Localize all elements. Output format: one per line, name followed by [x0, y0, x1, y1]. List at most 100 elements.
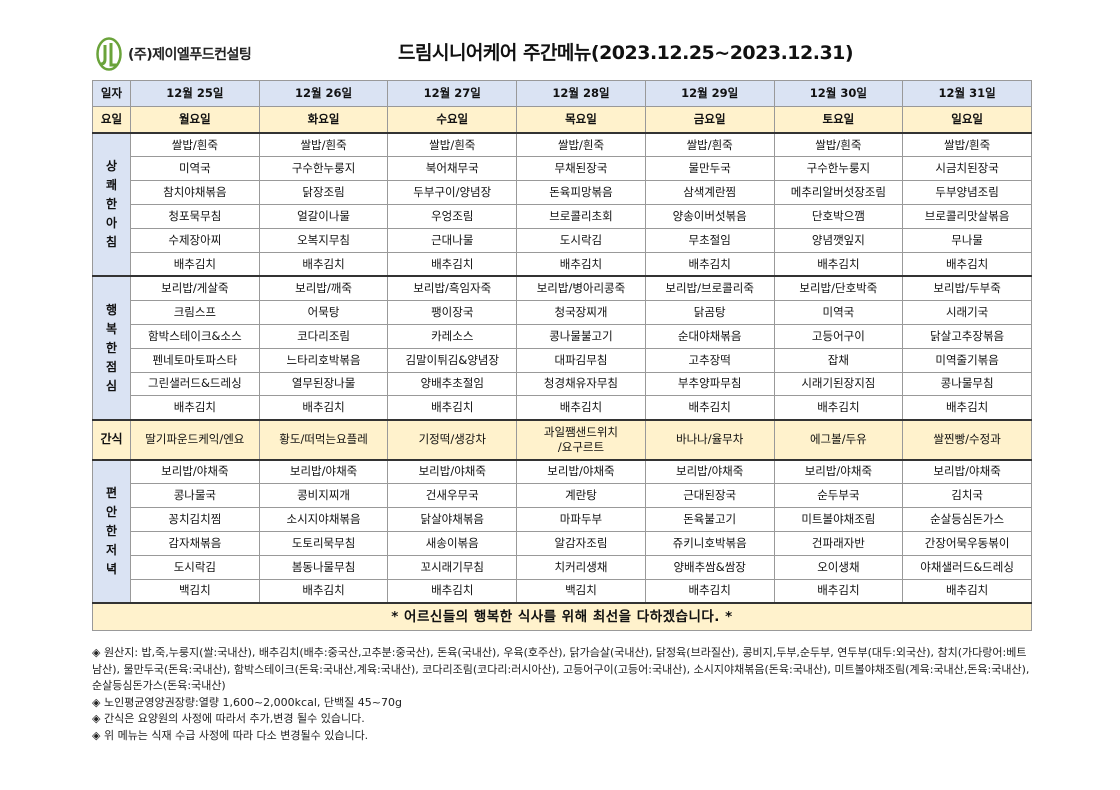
dinner-menu-item: 백김치 — [130, 578, 260, 604]
dinner-menu-item: 배추김치 — [902, 578, 1032, 604]
breakfast-menu-item: 쌀밥/흰죽 — [773, 131, 904, 158]
lunch-menu-item: 닭살고추장볶음 — [902, 323, 1032, 349]
breakfast-label-char: 상 — [105, 159, 118, 174]
lunch-menu-item: 미역줄기볶음 — [902, 347, 1032, 373]
breakfast-menu-item: 돈육피망볶음 — [516, 180, 646, 206]
breakfast-menu-item: 쌀밥/흰죽 — [902, 131, 1032, 158]
breakfast-menu-item: 북어채무국 — [387, 156, 518, 182]
lunch-label-char: 심 — [105, 378, 118, 393]
lunch-menu-item: 배추김치 — [516, 395, 646, 421]
lunch-menu-item: 열무된장나물 — [258, 371, 389, 397]
breakfast-menu-item: 쌀밥/흰죽 — [644, 131, 775, 158]
dinner-menu-item: 새송이볶음 — [387, 530, 518, 556]
day-cell: 금요일 — [644, 106, 775, 134]
breakfast-menu-item: 무나물 — [902, 228, 1032, 253]
breakfast-menu-item: 우엉조림 — [387, 204, 518, 230]
lunch-menu-item: 청경채유자무침 — [516, 371, 646, 397]
dinner-menu-item: 마파두부 — [516, 506, 646, 532]
snack-label: 간식 — [92, 418, 131, 461]
breakfast-menu-item: 구수한누룽지 — [258, 156, 389, 182]
dinner-label-char: 한 — [105, 523, 118, 538]
lunch-menu-item: 고등어구이 — [773, 323, 904, 349]
breakfast-menu-item: 미역국 — [130, 156, 260, 182]
dinner-menu-item: 보리밥/야채죽 — [516, 458, 646, 485]
footer-message: * 어르신들의 행복한 식사를 위해 최선을 다하겠습니다. * — [92, 602, 1032, 632]
lunch-menu-item: 크림스프 — [130, 299, 260, 325]
breakfast-menu-item: 수제장아찌 — [130, 228, 260, 253]
date-header-label: 일자 — [92, 79, 131, 108]
breakfast-label-char: 아 — [105, 216, 118, 231]
dinner-menu-item: 닭살야채볶음 — [387, 506, 518, 532]
lunch-menu-item: 부추양파무침 — [644, 371, 775, 397]
dinner-menu-item: 김치국 — [902, 483, 1032, 508]
breakfast-menu-item: 구수한누룽지 — [773, 156, 904, 182]
breakfast-menu-item: 양념깻잎지 — [773, 228, 904, 253]
breakfast-menu-item: 도시락김 — [516, 228, 646, 253]
dinner-menu-item: 양배추쌈&쌈장 — [644, 554, 775, 580]
lunch-menu-item: 잡채 — [773, 347, 904, 373]
lunch-menu-item: 대파김무침 — [516, 347, 646, 373]
breakfast-menu-item: 배추김치 — [902, 251, 1032, 277]
date-cell: 12월 30일 — [773, 79, 904, 108]
breakfast-menu-item: 참치야채볶음 — [130, 180, 260, 206]
lunch-menu-item: 카레소스 — [387, 323, 518, 349]
breakfast-menu-item: 시금치된장국 — [902, 156, 1032, 182]
note-change: ◈ 위 메뉴는 식재 수급 사정에 따라 다소 변경될수 있습니다. — [92, 728, 369, 742]
snack-menu-item: 쌀찐빵/수정과 — [902, 418, 1032, 461]
lunch-menu-item: 배추김치 — [902, 395, 1032, 421]
dinner-menu-item: 계란탕 — [516, 483, 646, 508]
day-cell: 화요일 — [258, 106, 389, 134]
breakfast-menu-item: 무채된장국 — [516, 156, 646, 182]
dinner-menu-item: 도토리묵무침 — [258, 530, 389, 556]
breakfast-menu-item: 배추김치 — [644, 251, 775, 277]
lunch-label-char: 행 — [105, 302, 118, 317]
dinner-menu-item: 건새우무국 — [387, 483, 518, 508]
dinner-menu-item: 배추김치 — [258, 578, 389, 604]
company-logo: (주)제이엘푸드컨설팅 — [96, 36, 252, 72]
notes: ◈ 원산지: 밥,죽,누룽지(쌀:국내산), 배추김치(배추:중국산,고추분:중… — [92, 645, 1032, 744]
lunch-menu-item: 순대야채볶음 — [644, 323, 775, 349]
dinner-menu-item: 배추김치 — [773, 578, 904, 604]
dinner-menu-item: 보리밥/야채죽 — [902, 458, 1032, 485]
dinner-menu-item: 건파래자반 — [773, 530, 904, 556]
date-cell: 12월 26일 — [258, 79, 389, 108]
lunch-menu-item: 시래기국 — [902, 299, 1032, 325]
day-cell: 수요일 — [387, 106, 518, 134]
dinner-label-char: 안 — [105, 504, 118, 519]
dinner-menu-item: 봄동나물무침 — [258, 554, 389, 580]
breakfast-menu-item: 오복지무침 — [258, 228, 389, 253]
breakfast-label-char: 한 — [105, 197, 118, 212]
breakfast-menu-item: 물만두국 — [644, 156, 775, 182]
lunch-menu-item: 보리밥/흑임자죽 — [387, 275, 518, 301]
dinner-menu-item: 보리밥/야채죽 — [258, 458, 389, 485]
snack-menu-item: 딸기파운드케익/엔요 — [130, 418, 260, 461]
dinner-menu-item: 배추김치 — [644, 578, 775, 604]
lunch-menu-item: 미역국 — [773, 299, 904, 325]
lunch-menu-item: 그린샐러드&드레싱 — [130, 371, 260, 397]
snack-menu-item: 에그볼/두유 — [773, 418, 904, 461]
dinner-menu-item: 야채샐러드&드레싱 — [902, 554, 1032, 580]
day-cell: 일요일 — [902, 106, 1032, 134]
breakfast-menu-item: 두부구이/양념장 — [387, 180, 518, 206]
lunch-menu-item: 보리밥/병아리콩죽 — [516, 275, 646, 301]
lunch-menu-item: 보리밥/두부죽 — [902, 275, 1032, 301]
lunch-menu-item: 배추김치 — [130, 395, 260, 421]
breakfast-menu-item: 브로콜리초회 — [516, 204, 646, 230]
company-name: (주)제이엘푸드컨설팅 — [128, 47, 252, 63]
lunch-menu-item: 닭곰탕 — [644, 299, 775, 325]
dinner-menu-item: 근대된장국 — [644, 483, 775, 508]
dinner-menu-item: 백김치 — [516, 578, 646, 604]
breakfast-menu-item: 브로콜리맛살볶음 — [902, 204, 1032, 230]
lunch-menu-item: 펜네토마토파스타 — [130, 347, 260, 373]
dinner-menu-item: 쥬키니호박볶음 — [644, 530, 775, 556]
lunch-menu-item: 보리밥/깨죽 — [258, 275, 389, 301]
day-cell: 토요일 — [773, 106, 904, 134]
dinner-menu-item: 도시락김 — [130, 554, 260, 580]
breakfast-menu-item: 쌀밥/흰죽 — [130, 131, 260, 158]
dinner-menu-item: 콩나물국 — [130, 483, 260, 508]
lunch-menu-item: 느타리호박볶음 — [258, 347, 389, 373]
lunch-menu-item: 고추장떡 — [644, 347, 775, 373]
